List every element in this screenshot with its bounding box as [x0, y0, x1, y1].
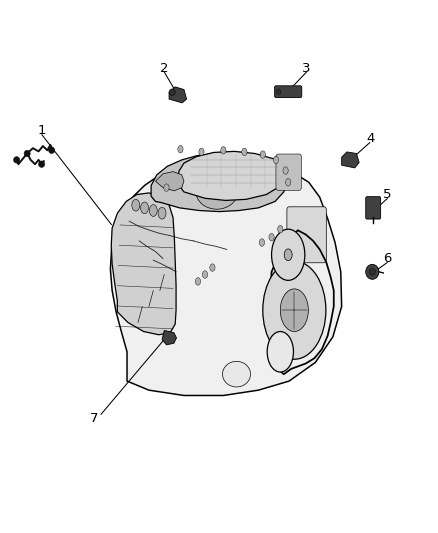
Ellipse shape [178, 146, 183, 153]
Ellipse shape [284, 249, 292, 261]
Text: 7: 7 [90, 412, 99, 425]
Ellipse shape [280, 289, 308, 332]
Ellipse shape [14, 157, 20, 163]
Ellipse shape [141, 202, 148, 214]
Polygon shape [110, 157, 342, 395]
Ellipse shape [39, 161, 45, 167]
Ellipse shape [223, 361, 251, 387]
Ellipse shape [259, 239, 265, 246]
Text: 1: 1 [37, 124, 46, 137]
Polygon shape [179, 151, 284, 200]
Polygon shape [169, 87, 187, 103]
Ellipse shape [366, 264, 379, 279]
Polygon shape [162, 330, 177, 345]
Ellipse shape [369, 269, 375, 275]
Ellipse shape [286, 179, 291, 186]
Ellipse shape [273, 156, 279, 164]
Ellipse shape [278, 225, 283, 233]
Polygon shape [111, 193, 176, 335]
FancyBboxPatch shape [287, 207, 326, 263]
Ellipse shape [24, 150, 30, 157]
Ellipse shape [149, 205, 157, 216]
Polygon shape [155, 172, 184, 191]
FancyBboxPatch shape [276, 154, 301, 190]
Ellipse shape [199, 148, 204, 156]
Text: 4: 4 [366, 132, 374, 145]
Ellipse shape [195, 278, 201, 285]
Ellipse shape [49, 147, 55, 154]
Ellipse shape [283, 167, 288, 174]
Ellipse shape [272, 229, 305, 280]
Ellipse shape [158, 207, 166, 219]
Ellipse shape [260, 151, 265, 158]
Ellipse shape [164, 184, 169, 191]
FancyBboxPatch shape [275, 86, 302, 98]
Text: 5: 5 [383, 188, 392, 201]
Text: 6: 6 [383, 252, 392, 265]
Text: 3: 3 [302, 62, 311, 75]
Text: 2: 2 [160, 62, 169, 75]
Ellipse shape [267, 332, 293, 372]
FancyBboxPatch shape [366, 197, 381, 219]
Ellipse shape [221, 147, 226, 154]
Ellipse shape [202, 271, 208, 278]
Ellipse shape [132, 199, 140, 211]
Ellipse shape [263, 261, 326, 359]
Ellipse shape [276, 89, 281, 94]
Polygon shape [342, 152, 359, 168]
Ellipse shape [242, 148, 247, 156]
Ellipse shape [210, 264, 215, 271]
Polygon shape [151, 154, 287, 212]
Ellipse shape [196, 175, 237, 209]
Ellipse shape [269, 233, 274, 241]
Ellipse shape [169, 89, 175, 95]
